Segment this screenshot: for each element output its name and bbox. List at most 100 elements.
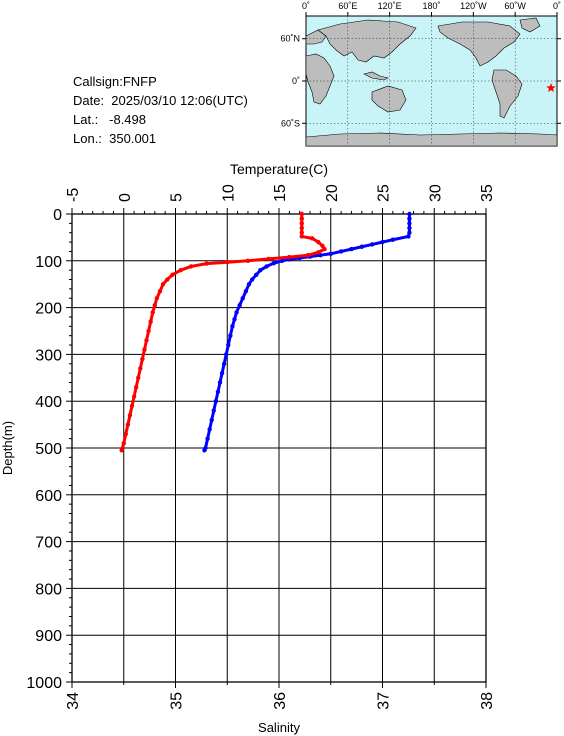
map-ticks	[302, 12, 561, 124]
temperature-tick-label: 15	[272, 184, 289, 202]
map-lon-label: 60˚E	[338, 1, 357, 11]
salinity-point	[127, 413, 133, 418]
temperature-point	[228, 333, 233, 338]
salinity-point	[131, 394, 137, 399]
temperature-tick-label: 5	[169, 193, 186, 202]
land-australia	[371, 85, 407, 113]
salinity-point	[136, 375, 141, 380]
temperature-point	[249, 277, 255, 282]
map-lon-label: 120˚W	[460, 1, 487, 11]
salinity-point	[316, 250, 321, 255]
temperature-point	[224, 352, 229, 357]
depth-tick-label: 200	[35, 301, 62, 318]
latitude-text: Lat.: -8.498	[73, 112, 146, 127]
temperature-tick-label: 10	[220, 184, 237, 202]
salinity-point	[144, 338, 149, 343]
salinity-point	[142, 347, 147, 352]
temperature-point	[338, 249, 344, 254]
salinity-tick-labels: 34 35 36 37 38	[65, 692, 496, 710]
station-info: Callsign:FNFP Date: 2025/03/10 12:06(UTC…	[73, 72, 248, 148]
salinity-point	[188, 264, 194, 269]
depth-tick-label: 100	[35, 254, 62, 271]
temperature-point	[359, 244, 364, 249]
map-grid	[306, 16, 557, 146]
salinity-point	[178, 267, 183, 273]
temperature-axis-label: Temperature(C)	[230, 161, 328, 177]
temperature-point	[207, 427, 212, 432]
temperature-tick-label: -5	[65, 188, 82, 202]
temperature-point	[211, 408, 216, 413]
temperature-point	[390, 237, 396, 242]
profile-plot: -5 0 5 10 15 20 25 30 35 34 35 36 37 38 010020030040…	[0, 161, 496, 735]
temperature-point	[271, 260, 277, 266]
map-lon-label: 60˚W	[504, 1, 526, 11]
land-indonesia	[363, 71, 389, 81]
salinity-point	[150, 310, 155, 315]
longitude-text: Lon.: 350.001	[73, 131, 157, 146]
salinity-point	[121, 441, 126, 446]
temperature-point	[209, 417, 214, 423]
depth-tick-label: 0	[53, 207, 62, 224]
salinity-tick-label: 34	[65, 692, 82, 710]
depth-tick-label: 600	[35, 488, 62, 505]
salinity-point	[157, 289, 163, 294]
salinity-point	[299, 211, 304, 217]
salinity-point	[154, 296, 160, 301]
salinity-point	[299, 230, 304, 235]
world-map: 0˚ 60˚E 120˚E 180˚ 120˚W 60˚W 0˚ 60˚N 0˚ 60˚S	[280, 1, 561, 147]
callsign-text: Callsign:FNFP	[73, 74, 157, 89]
temperature-point	[213, 399, 219, 404]
salinity-series	[119, 211, 327, 453]
series-layer	[119, 211, 412, 453]
temperature-point	[349, 246, 354, 252]
map-lon-label: 0˚	[302, 1, 310, 11]
temperature-point	[407, 221, 412, 226]
temperature-point	[279, 258, 285, 263]
salinity-point	[225, 260, 230, 265]
temperature-point	[407, 211, 412, 217]
salinity-point	[152, 303, 157, 308]
map-lon-label: 180˚	[422, 1, 440, 11]
salinity-axis-label: Salinity	[258, 720, 300, 735]
temperature-point	[205, 436, 210, 441]
temperature-point	[258, 267, 263, 273]
depth-axis-label: Depth(m)	[0, 421, 15, 475]
temperature-tick-label: 0	[117, 193, 134, 202]
map-lat-label: 60˚S	[281, 118, 300, 128]
salinity-point	[204, 261, 209, 266]
salinity-point	[299, 225, 304, 231]
temperature-point	[215, 389, 221, 395]
salinity-point	[322, 246, 327, 252]
salinity-tick-label: 36	[272, 692, 289, 710]
map-land	[305, 17, 558, 147]
map-labels: 0˚ 60˚E 120˚E 180˚ 120˚W 60˚W 0˚ 60˚N 0˚ 60˚S	[280, 1, 561, 128]
salinity-point	[309, 236, 315, 241]
salinity-point	[320, 243, 325, 249]
depth-tick-label: 1000	[26, 675, 62, 692]
temperature-tick-label: 35	[479, 184, 496, 202]
temperature-point	[407, 230, 412, 235]
date-text: Date: 2025/03/10 12:06(UTC)	[73, 93, 248, 108]
temperature-point	[407, 225, 412, 231]
salinity-point	[299, 216, 304, 221]
temperature-tick-label: 20	[324, 184, 341, 202]
salinity-point	[140, 356, 145, 362]
depth-tick-label: 500	[35, 441, 62, 458]
salinity-point	[299, 221, 304, 226]
land-asia	[317, 19, 417, 63]
temperature-point	[202, 448, 207, 453]
temperature-point	[328, 251, 333, 256]
star-icon	[546, 83, 556, 93]
temperature-tick-label: 25	[376, 184, 393, 202]
salinity-point	[245, 258, 251, 263]
temperature-point	[217, 380, 223, 385]
salinity-point	[316, 239, 321, 245]
salinity-point	[146, 328, 151, 334]
land-greenland	[519, 17, 541, 33]
temperature-point	[254, 272, 259, 278]
temperature-point	[380, 239, 385, 245]
temperature-point	[240, 296, 245, 301]
salinity-point	[138, 366, 143, 371]
salinity-point	[305, 252, 311, 258]
